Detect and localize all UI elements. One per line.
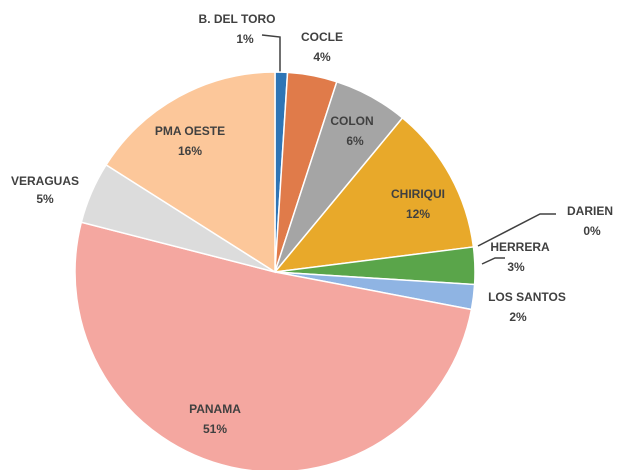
pie-slice	[105, 71, 276, 274]
leader-line	[477, 213, 556, 247]
pie-slice	[74, 221, 473, 470]
slice-label: HERRERA	[490, 240, 550, 254]
slice-label: DARIEN	[567, 204, 613, 218]
slice-label: COLON	[330, 114, 373, 128]
slice-value-label: 16%	[178, 144, 202, 158]
slice-label: PMA OESTE	[155, 124, 225, 138]
leader-line	[261, 34, 281, 73]
slice-label: COCLE	[301, 30, 343, 44]
slice-value-label: 1%	[236, 32, 254, 46]
slice-value-label: 51%	[203, 422, 227, 436]
slice-value-label: 4%	[313, 50, 331, 64]
slice-value-label: 5%	[36, 192, 54, 206]
slice-value-label: 3%	[507, 260, 525, 274]
slice-label: CHIRIQUI	[391, 187, 445, 201]
slice-value-label: 6%	[346, 134, 364, 148]
leader-line	[481, 257, 505, 265]
slice-value-label: 2%	[509, 310, 527, 324]
slice-label: LOS SANTOS	[488, 290, 566, 304]
slice-label: B. DEL TORO	[199, 12, 276, 26]
slice-value-label: 12%	[406, 207, 430, 221]
slice-label: VERAGUAS	[11, 174, 79, 188]
slice-label: PANAMA	[189, 402, 241, 416]
pie-slice	[273, 116, 475, 273]
slice-value-label: 0%	[583, 224, 601, 238]
